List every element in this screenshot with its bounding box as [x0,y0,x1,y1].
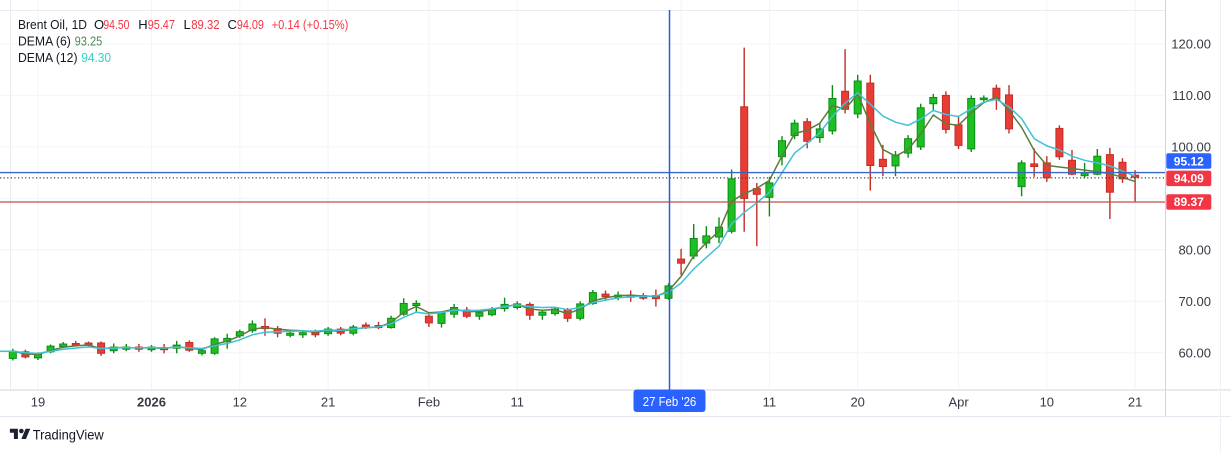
svg-text:60.00: 60.00 [1178,346,1211,361]
svg-text:89.37: 89.37 [1174,195,1204,209]
svg-text:95.47: 95.47 [148,17,175,32]
svg-text:70.00: 70.00 [1178,294,1211,309]
svg-text:94.09: 94.09 [237,17,264,32]
svg-text:95.12: 95.12 [1174,154,1204,168]
svg-text:89.32: 89.32 [191,17,219,32]
svg-text:10: 10 [1040,394,1054,409]
svg-text:11: 11 [763,394,777,409]
svg-text:94.30: 94.30 [81,50,111,65]
svg-text:+0.14 (+0.15%): +0.14 (+0.15%) [272,17,349,32]
svg-text:O: O [94,17,104,32]
svg-text:93.25: 93.25 [75,34,103,49]
svg-text:21: 21 [1128,394,1142,409]
svg-text:L: L [184,17,191,32]
svg-text:Feb: Feb [418,394,440,409]
svg-text:80.00: 80.00 [1178,243,1211,258]
svg-text:120.00: 120.00 [1171,37,1211,52]
svg-text:19: 19 [31,394,45,409]
svg-text:H: H [138,17,147,32]
svg-text:94.09: 94.09 [1174,172,1204,186]
svg-text:110.00: 110.00 [1172,88,1211,103]
svg-text:C: C [228,17,237,32]
svg-text:100.00: 100.00 [1171,140,1211,155]
svg-text:11: 11 [510,394,524,409]
svg-text:DEMA (6): DEMA (6) [18,34,71,49]
svg-text:Brent Oil, 1D: Brent Oil, 1D [18,17,87,32]
svg-text:27 Feb '26: 27 Feb '26 [643,395,697,409]
svg-text:12: 12 [233,394,247,409]
svg-text:21: 21 [321,394,335,409]
svg-text:20: 20 [850,394,864,409]
svg-text:DEMA (12): DEMA (12) [18,50,78,65]
svg-text:2026: 2026 [137,394,166,409]
svg-text:94.50: 94.50 [103,17,129,32]
svg-text:TradingView: TradingView [33,426,105,442]
svg-text:Apr: Apr [948,394,969,409]
